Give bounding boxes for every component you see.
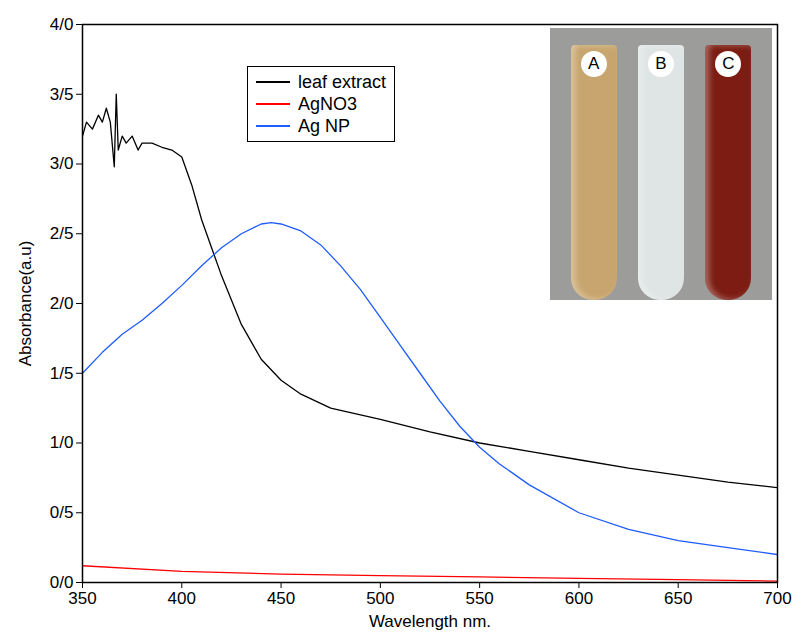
svg-text:1/0: 1/0 xyxy=(50,433,74,452)
svg-text:Wavelength nm.: Wavelength nm. xyxy=(369,612,491,631)
svg-text:4/0: 4/0 xyxy=(50,15,74,34)
svg-text:Absorbance(a.u): Absorbance(a.u) xyxy=(16,241,35,367)
svg-text:3/5: 3/5 xyxy=(50,85,74,104)
svg-text:650: 650 xyxy=(664,589,692,608)
svg-text:2/5: 2/5 xyxy=(50,224,74,243)
html-text:B: B xyxy=(655,54,667,73)
svg-text:350: 350 xyxy=(68,588,97,608)
svg-text:3/0: 3/0 xyxy=(50,154,74,173)
svg-text:0/5: 0/5 xyxy=(50,503,74,522)
svg-text:500: 500 xyxy=(366,589,394,608)
html-text:leaf extract: leaf extract xyxy=(298,72,386,92)
html-text:A: A xyxy=(588,54,600,73)
svg-text:1/5: 1/5 xyxy=(50,364,74,383)
svg-text:550: 550 xyxy=(465,589,493,608)
svg-text:400: 400 xyxy=(168,589,196,608)
html-text:C: C xyxy=(722,54,735,73)
svg-text:2/0: 2/0 xyxy=(50,294,74,313)
svg-text:0/0: 0/0 xyxy=(50,573,74,592)
svg-text:700: 700 xyxy=(763,589,791,608)
html-text:AgNO3: AgNO3 xyxy=(298,94,357,114)
svg-text:600: 600 xyxy=(565,589,593,608)
html-text:Ag NP: Ag NP xyxy=(298,116,350,136)
svg-text:450: 450 xyxy=(267,589,295,608)
